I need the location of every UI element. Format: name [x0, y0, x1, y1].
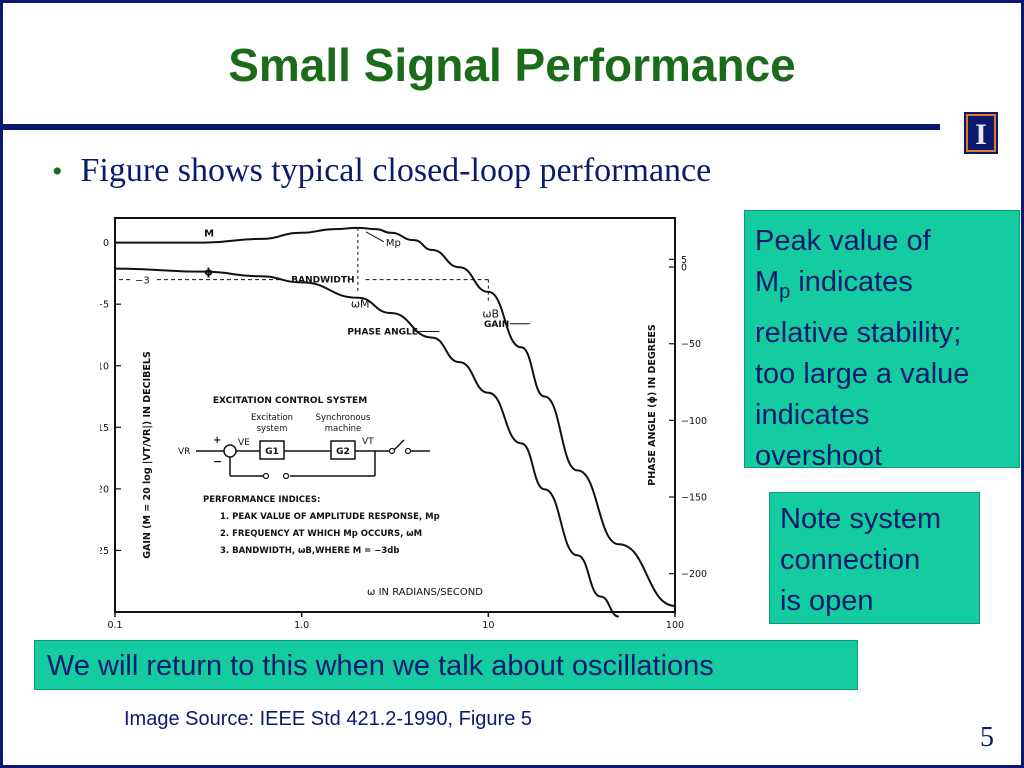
y-left-tick-label: 0: [103, 238, 109, 249]
minus3-label: −3: [135, 276, 150, 287]
index-1: 1. PEAK VALUE OF AMPLITUDE RESPONSE, Mp: [220, 512, 440, 522]
callout-peak-line1: Peak value of: [755, 225, 931, 257]
mp-label: Mp: [386, 238, 401, 249]
annotations: M ϕ −3 BANDWIDTH Mp ωM ωB PHASE ANGLE GA…: [119, 227, 531, 337]
vt-label: VT: [362, 437, 374, 447]
mp-main: M: [755, 266, 780, 298]
logo-letter: I: [975, 118, 987, 151]
mp-sub: p: [779, 280, 791, 303]
x-tick-label: 1.0: [294, 620, 309, 631]
callout-peak-line5: indicates: [755, 398, 870, 431]
vr-label: VR: [178, 447, 190, 457]
y-left-tick-label: −10: [100, 361, 109, 372]
y-right-tick-label: −100: [681, 416, 707, 427]
m-label: M: [204, 229, 214, 240]
plot-frame: [114, 217, 676, 613]
block-g2: [330, 440, 356, 460]
callout-peak-line6: overshoot: [755, 439, 883, 472]
y-left-tick-label: −20: [100, 484, 109, 495]
bullet-item: • Figure shows typical closed-loop perfor…: [52, 152, 711, 190]
minus-sign: −: [213, 455, 222, 468]
callout-oscillations: We will return to this when we talk abou…: [34, 640, 858, 690]
ve-label: VE: [238, 438, 250, 448]
inset-title: EXCITATION CONTROL SYSTEM: [213, 396, 367, 406]
logo-border: [966, 114, 996, 152]
x-tick-label: 100: [666, 620, 684, 631]
y-right-tick-label: 0: [681, 263, 687, 274]
image-source: Image Source: IEEE Std 421.2-1990, Figur…: [124, 708, 533, 730]
x-tick-label: 10: [482, 620, 494, 631]
y-right-axis-label: PHASE ANGLE (ϕ) IN DEGREES: [647, 324, 658, 486]
block2-caption-1: Synchronous: [316, 413, 371, 423]
switch-contact-1: [388, 447, 396, 455]
wb-label: ωB: [482, 308, 499, 321]
mp-rest: indicates: [790, 266, 913, 298]
series-lines: [114, 226, 676, 618]
wm-label: ωM: [351, 298, 370, 311]
logo-background: [964, 112, 998, 154]
page-number: 5: [980, 722, 994, 753]
block2-caption-2: machine: [325, 424, 362, 434]
x-tick-labels: 0.1 1.0 10 100: [107, 612, 684, 631]
gain-curve: [115, 226, 676, 607]
block1-caption-2: system: [257, 424, 288, 434]
indices-title: PERFORMANCE INDICES:: [203, 495, 320, 505]
callout-peak-line2: Mp indicates: [755, 262, 1009, 313]
g1-label: G1: [265, 447, 279, 457]
bandwidth-label: BANDWIDTH: [291, 276, 354, 286]
y-right-tick-label: 5: [681, 255, 687, 266]
block1-caption-1: Excitation: [251, 413, 293, 423]
block-g1: [259, 440, 285, 460]
y-left-tick-label: −5: [100, 300, 109, 311]
y-left-axis-label: GAIN (M = 20 log |VT/VR|) IN DECIBELS: [142, 351, 153, 559]
index-2: 2. FREQUENCY AT WHICH Mp OCCURS, ωM: [220, 529, 422, 539]
callout-note-open: Note system connection is open: [769, 492, 980, 624]
index-3: 3. BANDWIDTH, ωB,WHERE M = −3db: [220, 546, 399, 556]
x-axis-label: ω IN RADIANS/SECOND: [367, 587, 483, 598]
chart-background: [100, 210, 740, 635]
x-tick-label: 0.1: [107, 620, 122, 631]
phase-curve: [114, 267, 620, 618]
phase-angle-label: PHASE ANGLE: [347, 327, 418, 337]
inset-block-diagram: EXCITATION CONTROL SYSTEM Excitation sys…: [178, 396, 440, 556]
g2-label: G2: [336, 447, 350, 457]
slide-title: Small Signal Performance: [228, 39, 796, 91]
callout-peak-line4: too large a value: [755, 357, 970, 390]
bullet-dot-icon: •: [52, 155, 63, 188]
bullet-text: Figure shows typical closed-loop perform…: [80, 152, 712, 189]
title-rule: [0, 124, 940, 130]
mp-pointer: [365, 231, 385, 243]
phi-label: ϕ: [204, 266, 213, 279]
y-right-tick-label: −150: [681, 493, 707, 504]
y-right-tick-label: −50: [681, 339, 701, 350]
feedback-contact-2: [262, 472, 270, 480]
illinois-logo-icon: I: [964, 112, 998, 154]
y-right-tick-label: −200: [681, 569, 707, 580]
open-switch: [393, 439, 405, 451]
y-left-tick-label: −25: [100, 546, 109, 557]
y-right-tick-labels: 50 −50 −100 −150 −200: [669, 255, 707, 580]
callout-note-line3: is open: [780, 585, 874, 617]
plus-sign: +: [213, 435, 221, 446]
callout-note-line2: connection: [780, 544, 921, 576]
callout-note-line1: Note system: [780, 503, 942, 535]
callout-peak-line3: relative stability;: [755, 316, 962, 349]
feedback-contact-1: [282, 472, 290, 480]
gain-label: GAIN: [484, 320, 509, 330]
y-left-tick-label: −15: [100, 423, 109, 434]
callout-peak-value: Peak value of Mp indicates relative stab…: [744, 210, 1020, 472]
